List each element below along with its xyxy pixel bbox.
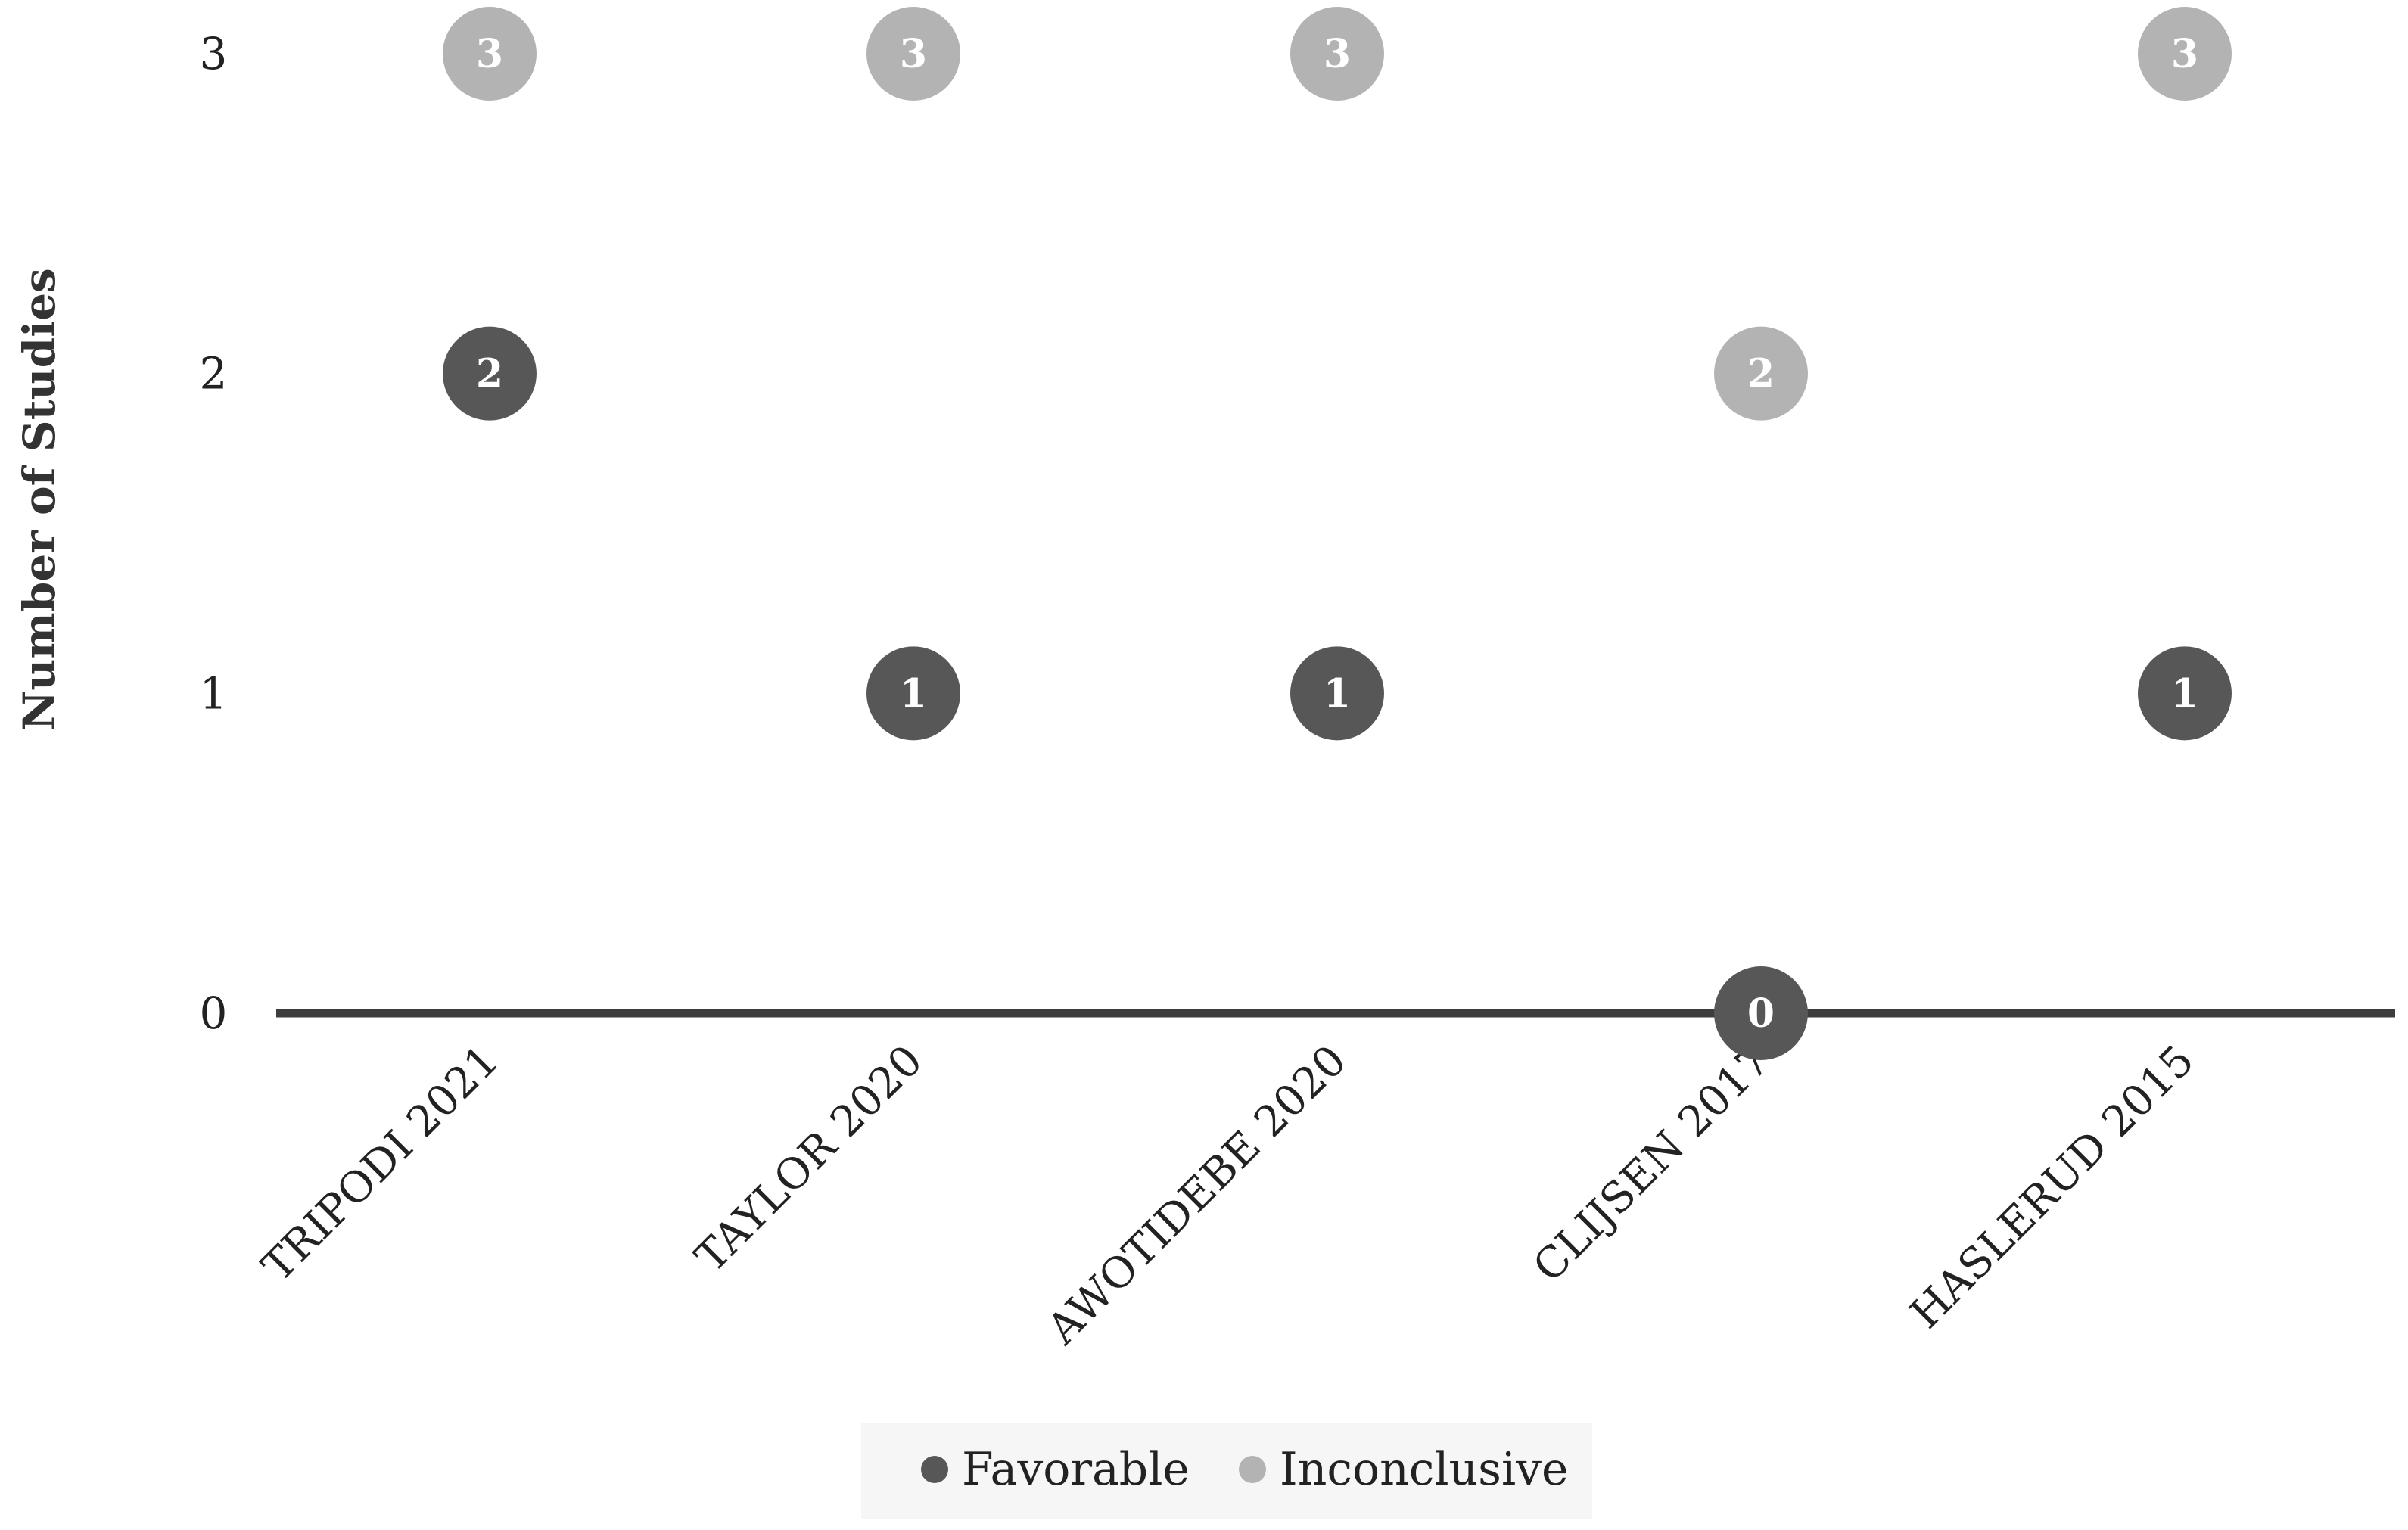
y-tick-label: 0 <box>200 987 228 1039</box>
legend-marker-favorable <box>921 1456 948 1483</box>
point-favorable <box>443 326 537 421</box>
point-label-inconclusive: 3 <box>476 31 503 77</box>
x-axis-ticks: TRIPODI 2021 TAYLOR 2020 AWOTIDEBE 2020 CLI… <box>253 1036 2204 1354</box>
x-tick-label: TAYLOR 2020 <box>686 1036 932 1282</box>
legend-label-favorable: Favorable <box>962 1443 1190 1496</box>
x-tick-label: CLIJSEN 2017 <box>1524 1036 1780 1292</box>
point-label-favorable: 2 <box>476 351 503 397</box>
legend: Favorable Inconclusive <box>861 1423 1592 1519</box>
point-inconclusive <box>1714 326 1808 421</box>
point-favorable <box>866 646 960 741</box>
point-label-favorable: 0 <box>1747 990 1775 1037</box>
point-inconclusive <box>2138 7 2232 101</box>
legend-background <box>861 1423 1592 1519</box>
x-tick-label: HASLERUD 2015 <box>1901 1036 2204 1339</box>
point-inconclusive <box>1290 7 1384 101</box>
legend-label-inconclusive: Inconclusive <box>1280 1443 1569 1496</box>
point-inconclusive <box>866 7 960 101</box>
y-tick-label: 2 <box>200 348 228 400</box>
point-label-inconclusive: 3 <box>1324 31 1351 77</box>
point-favorable <box>1714 966 1808 1060</box>
legend-marker-inconclusive <box>1239 1456 1266 1483</box>
point-label-inconclusive: 3 <box>900 31 927 77</box>
y-axis-ticks: 0 1 2 3 <box>200 28 228 1039</box>
point-inconclusive <box>443 7 537 101</box>
point-label-favorable: 1 <box>2171 670 2198 717</box>
point-label-favorable: 1 <box>900 670 927 717</box>
point-favorable <box>2138 646 2232 741</box>
data-points: 2 1 1 0 1 3 3 3 2 3 <box>443 7 2232 1060</box>
y-tick-label: 3 <box>200 28 228 79</box>
x-tick-label: TRIPODI 2021 <box>253 1036 509 1292</box>
y-tick-label: 1 <box>200 667 228 719</box>
y-axis-label: Number of Studies <box>14 268 65 731</box>
point-label-favorable: 1 <box>1324 670 1351 717</box>
point-favorable <box>1290 646 1384 741</box>
x-tick-label: AWOTIDEBE 2020 <box>1038 1036 1356 1354</box>
point-label-inconclusive: 3 <box>2171 31 2198 77</box>
point-label-inconclusive: 2 <box>1747 351 1775 397</box>
